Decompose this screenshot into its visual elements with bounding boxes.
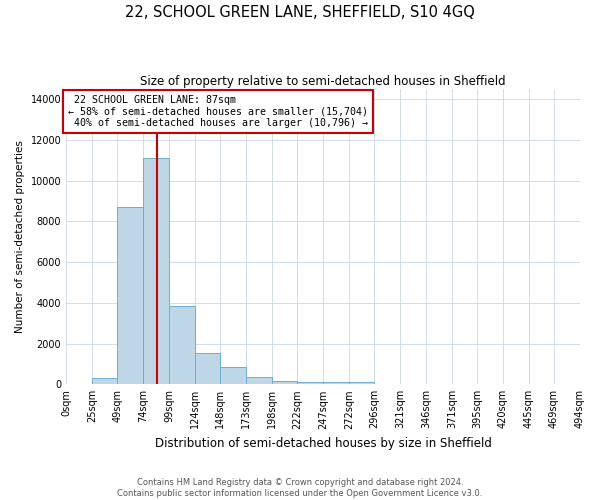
Title: Size of property relative to semi-detached houses in Sheffield: Size of property relative to semi-detach…	[140, 75, 506, 88]
Text: Contains HM Land Registry data © Crown copyright and database right 2024.
Contai: Contains HM Land Registry data © Crown c…	[118, 478, 482, 498]
Bar	[323, 382, 349, 384]
Bar	[169, 306, 195, 384]
Bar	[92, 378, 117, 384]
X-axis label: Distribution of semi-detached houses by size in Sheffield: Distribution of semi-detached houses by …	[155, 437, 491, 450]
Bar	[246, 376, 272, 384]
Bar	[349, 382, 374, 384]
Bar	[220, 367, 246, 384]
Text: 22 SCHOOL GREEN LANE: 87sqm
← 58% of semi-detached houses are smaller (15,704)
 : 22 SCHOOL GREEN LANE: 87sqm ← 58% of sem…	[68, 96, 368, 128]
Bar	[143, 158, 169, 384]
Bar	[117, 207, 143, 384]
Bar	[272, 382, 297, 384]
Text: 22, SCHOOL GREEN LANE, SHEFFIELD, S10 4GQ: 22, SCHOOL GREEN LANE, SHEFFIELD, S10 4G…	[125, 5, 475, 20]
Bar	[297, 382, 323, 384]
Bar	[195, 353, 220, 384]
Y-axis label: Number of semi-detached properties: Number of semi-detached properties	[15, 140, 25, 333]
